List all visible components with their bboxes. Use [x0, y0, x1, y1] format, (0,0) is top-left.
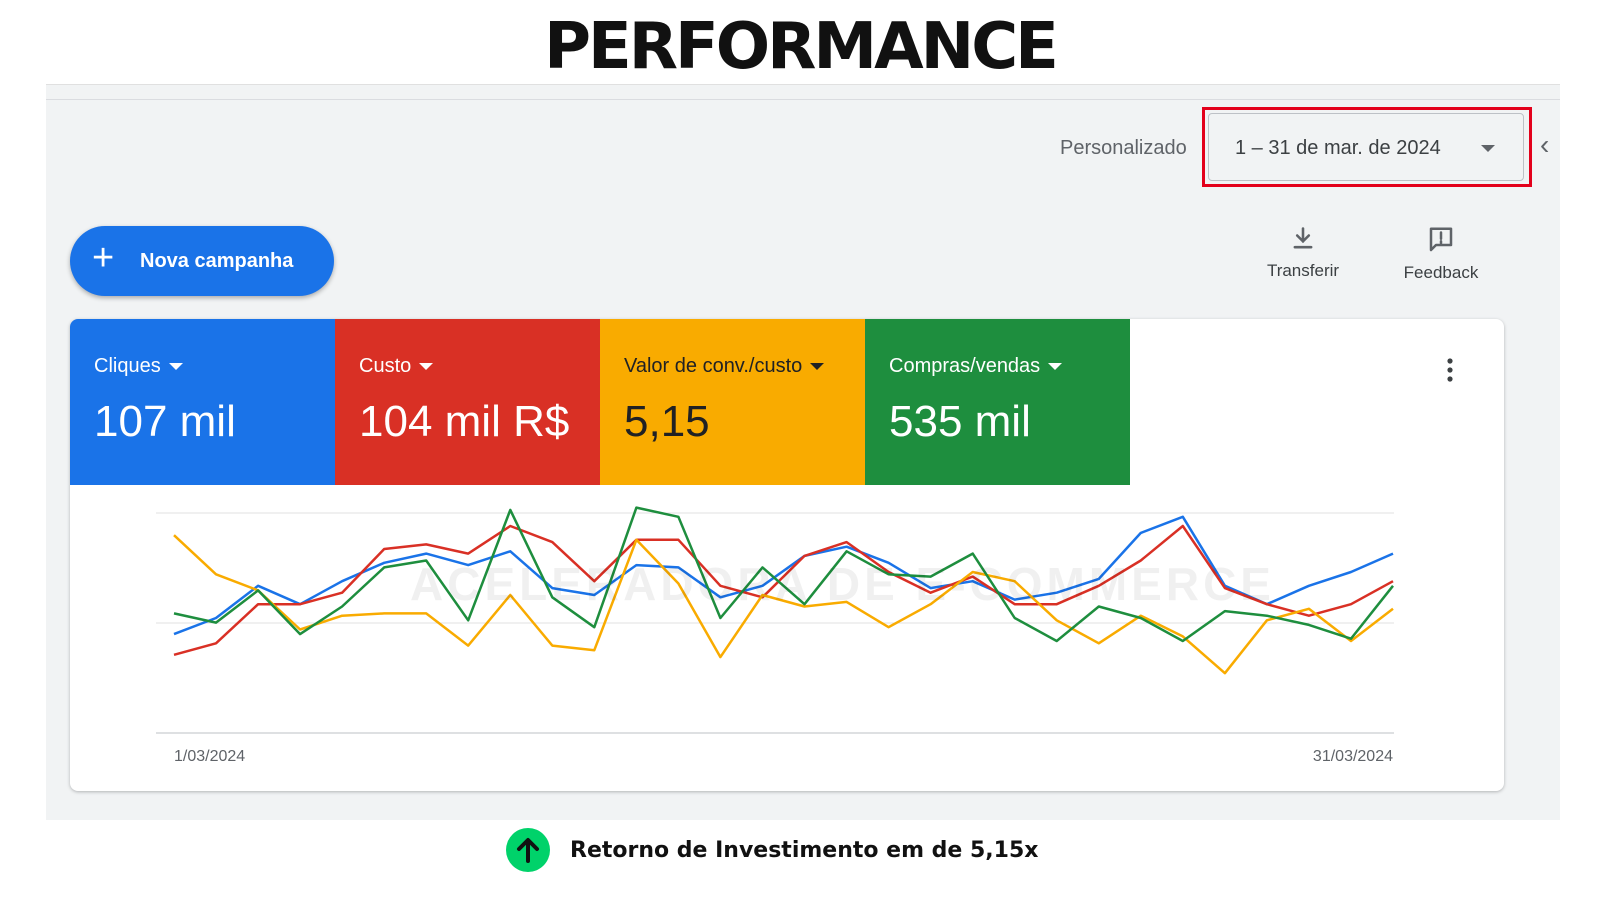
- new-campaign-label: Nova campanha: [140, 250, 294, 272]
- feedback-button[interactable]: Feedback: [1386, 225, 1496, 295]
- metric-purchases-label-row: Compras/vendas: [889, 355, 1063, 378]
- x-tick-start: 1/03/2024: [174, 748, 245, 765]
- caret-down-icon: [168, 363, 183, 371]
- plus-icon: +: [92, 237, 115, 279]
- series-line-2: [173, 524, 1394, 657]
- metric-purchases[interactable]: Compras/vendas 535 mil: [865, 319, 1130, 485]
- caret-down-icon: [1481, 145, 1495, 152]
- metric-cost-value: 104 mil R$: [359, 397, 570, 446]
- chevron-left-icon[interactable]: ‹: [1540, 129, 1550, 160]
- metric-purchases-value: 535 mil: [889, 397, 1031, 446]
- roi-text: Retorno de Investimento em de 5,15x: [570, 838, 1039, 863]
- metric-conv-label: Valor de conv./custo: [624, 355, 803, 377]
- metric-cost-label: Custo: [359, 355, 412, 377]
- performance-line-chart: 1/03/2024 31/03/2024: [156, 506, 1394, 765]
- x-tick-end: 31/03/2024: [1313, 748, 1393, 765]
- dashboard-panel: Personalizado 1 – 31 de mar. de 2024 ‹ +…: [46, 84, 1560, 820]
- download-button[interactable]: Transferir: [1248, 225, 1358, 295]
- feedback-icon: [1429, 227, 1453, 252]
- metric-conv-value-per-cost[interactable]: Valor de conv./custo 5,15: [600, 319, 865, 485]
- caret-down-icon: [810, 363, 825, 371]
- date-range-value: 1 – 31 de mar. de 2024: [1235, 137, 1441, 159]
- date-range-highlight: [1202, 107, 1532, 187]
- series-line-1: [173, 515, 1394, 636]
- feedback-label: Feedback: [1403, 263, 1479, 282]
- page-title: PERFORMANCE: [544, 10, 1059, 84]
- performance-card: Cliques 107 mil Custo 104 mil R$ Valor d…: [70, 319, 1504, 791]
- date-range-select[interactable]: 1 – 31 de mar. de 2024: [1208, 113, 1524, 181]
- watermark-text: ACELERADORA DE E-COMMERCE: [410, 558, 1275, 610]
- metric-conv-label-row: Valor de conv./custo: [624, 355, 825, 378]
- metric-cost-label-row: Custo: [359, 355, 434, 378]
- series-line-3: [173, 534, 1394, 675]
- date-range-preset-label: Personalizado: [1060, 137, 1187, 159]
- download-icon: [1293, 227, 1313, 249]
- more-vert-icon[interactable]: [1438, 355, 1462, 385]
- series-line-4: [173, 506, 1394, 643]
- caret-down-icon: [1048, 363, 1063, 371]
- metric-conv-value: 5,15: [624, 397, 710, 446]
- metric-clicks-label: Cliques: [94, 355, 161, 377]
- metric-purchases-label: Compras/vendas: [889, 355, 1041, 377]
- panel-divider: [46, 99, 1560, 100]
- new-campaign-button[interactable]: + Nova campanha: [70, 226, 334, 296]
- caret-down-icon: [419, 363, 434, 371]
- metric-clicks[interactable]: Cliques 107 mil: [70, 319, 335, 485]
- arrow-up-icon: [506, 828, 550, 872]
- metric-clicks-label-row: Cliques: [94, 355, 183, 378]
- download-label: Transferir: [1266, 261, 1340, 280]
- metric-clicks-value: 107 mil: [94, 397, 236, 446]
- metric-cost[interactable]: Custo 104 mil R$: [335, 319, 600, 485]
